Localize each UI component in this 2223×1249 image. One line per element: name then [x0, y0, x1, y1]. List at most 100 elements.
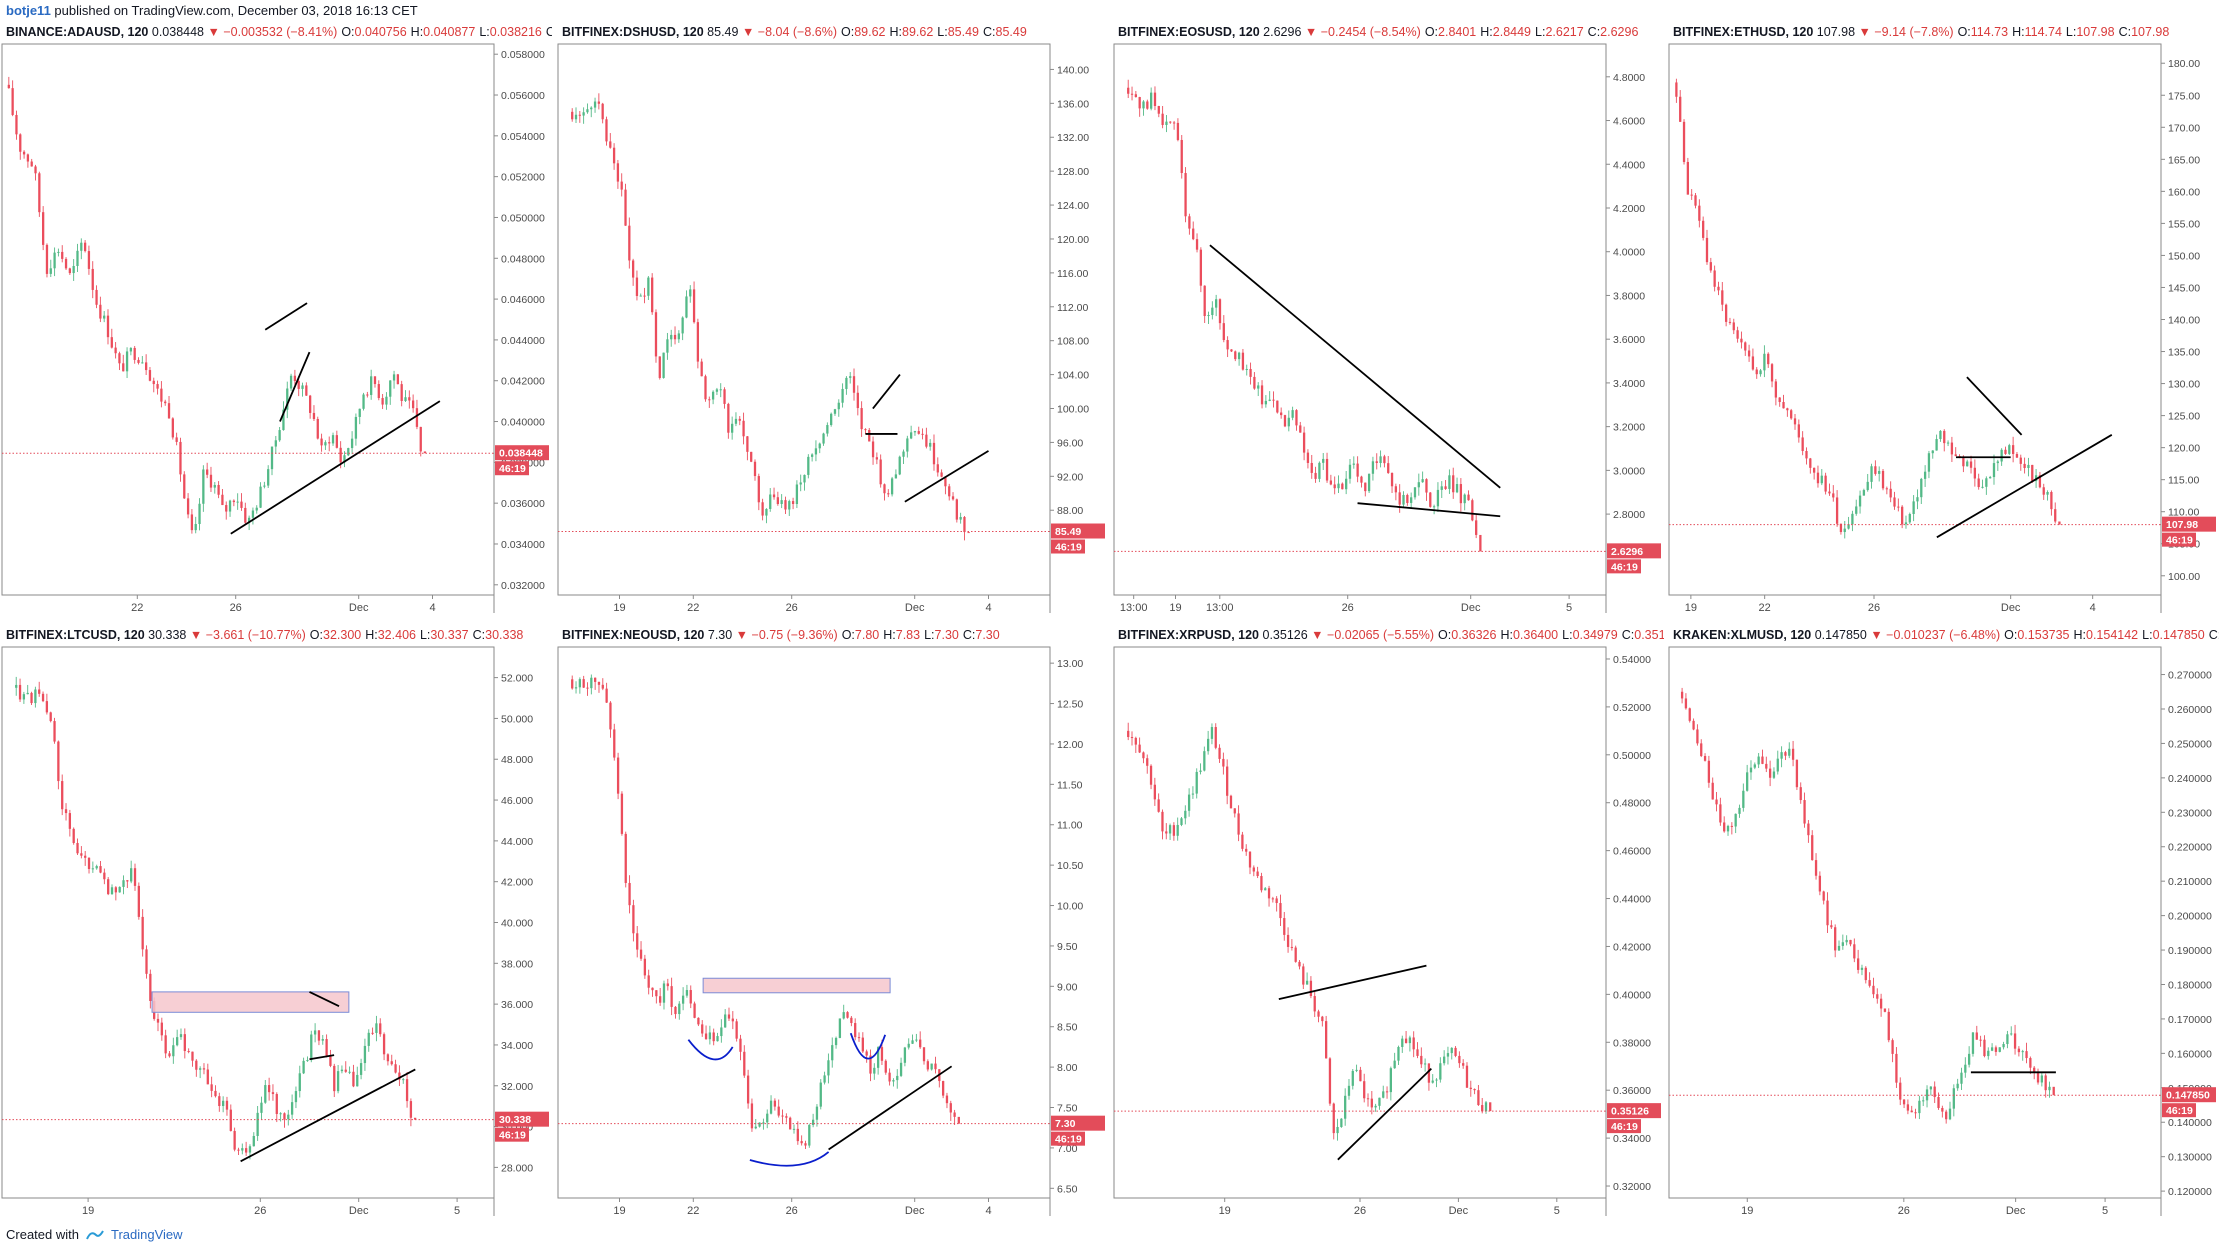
chart-panel-eosusd[interactable]: BITFINEX:EOSUSD, 120 2.6296 ▼ −0.2454 (−… [1112, 22, 1664, 617]
candle-body [114, 347, 117, 354]
candle-body [1317, 1011, 1320, 1017]
chart-panel-dshusd[interactable]: BITFINEX:DSHUSD, 120 85.49 ▼ −8.04 (−8.6… [556, 22, 1108, 617]
candle-body [400, 384, 403, 401]
down-arrow-icon: ▼ [1311, 628, 1328, 642]
candle-body [1237, 813, 1240, 835]
candle-body [605, 688, 608, 703]
price-chart[interactable]: 4.8000 4.6000 4.4000 4.2000 4.0000 3.8000 3.60… [1112, 42, 1664, 617]
candle-body [320, 438, 323, 446]
candle-body [2017, 1048, 2021, 1053]
trend-line [279, 351, 311, 422]
price-chart[interactable]: 52.000 50.000 48.000 46.000 44.000 42.000 40.0… [0, 645, 552, 1220]
candle-body [925, 434, 928, 447]
candle-body [1294, 947, 1297, 962]
candle-body [1830, 925, 1833, 928]
countdown-tag [1607, 1119, 1641, 1134]
candle-body [1322, 458, 1325, 463]
candle-body [1696, 729, 1699, 744]
candle-body [849, 376, 852, 378]
candle-body [1832, 493, 1835, 498]
candle-body [339, 447, 342, 463]
candle-body [30, 161, 33, 167]
y-tick-label: 0.046000 [501, 294, 545, 306]
candle-body [1922, 1100, 1925, 1102]
plot-frame [557, 646, 1051, 1199]
candle-body [356, 1074, 359, 1087]
y-tick-label: 0.36000 [1613, 1085, 1651, 1097]
candle-body [701, 1024, 704, 1034]
close-label: C: [962, 628, 976, 642]
candle-body [1740, 338, 1743, 343]
chart-panel-ethusd[interactable]: BITFINEX:ETHUSD, 120 107.98 ▼ −9.14 (−7.… [1667, 22, 2219, 617]
low-label: L: [479, 25, 490, 39]
candle-body [1161, 113, 1164, 125]
y-tick-label: 34.000 [501, 1040, 533, 1052]
chart-panel-ltcusd[interactable]: BITFINEX:LTCUSD, 120 30.338 ▼ −3.661 (−1… [0, 625, 552, 1220]
candle-body [1425, 479, 1428, 493]
candle-body [1767, 353, 1770, 365]
candle-body [350, 438, 354, 449]
price-chart[interactable]: 13.00 12.50 12.00 11.50 11.00 10.50 10.00 9.50 9… [556, 645, 1108, 1220]
tradingview-brand[interactable]: TradingView [110, 1227, 183, 1242]
y-tick-label: 92.00 [1057, 471, 1083, 483]
trend-line [240, 1068, 416, 1163]
candle-body [1786, 408, 1789, 411]
price-chart[interactable]: 140.00 136.00 132.00 128.00 124.00 120.00 116.… [556, 42, 1108, 617]
candle-body [1218, 747, 1221, 759]
candle-body [331, 435, 335, 444]
candle-body [940, 472, 943, 477]
open-label: O: [341, 25, 355, 39]
price-chart[interactable]: 0.270000 0.260000 0.250000 0.240000 0.230000… [1667, 645, 2219, 1220]
price-chart[interactable]: 0.54000 0.52000 0.50000 0.48000 0.46000 0.440… [1112, 645, 1664, 1220]
candle-body [415, 408, 419, 427]
candle-body [359, 1063, 363, 1075]
candle-body [348, 1071, 351, 1073]
candle-body [1795, 759, 1799, 788]
candle-body [963, 517, 966, 533]
candle-body [765, 508, 768, 516]
candle-body [260, 1102, 263, 1113]
y-tick-label: 0.040000 [501, 417, 545, 429]
candle-body [1765, 763, 1768, 769]
author-name[interactable]: botje11 [6, 3, 51, 18]
price-chart[interactable]: 180.00 175.00 170.00 165.00 160.00 155.00 150.… [1667, 42, 2219, 617]
chart-panel-xlmusd[interactable]: KRAKEN:XLMUSD, 120 0.147850 ▼ −0.010237 … [1667, 625, 2219, 1220]
countdown-label: 46:19 [1055, 542, 1082, 554]
candle-body [1473, 1088, 1476, 1091]
candle-body [38, 689, 41, 694]
candle-body [302, 1060, 305, 1074]
candle-body [1807, 823, 1810, 836]
y-tick-label: 11.50 [1057, 779, 1083, 791]
candle-body [1184, 173, 1187, 217]
candle-body [294, 1091, 298, 1103]
candle-body [26, 692, 29, 695]
chart-panel-neousd[interactable]: BITFINEX:NEOUSD, 120 7.30 ▼ −0.75 (−9.36… [556, 625, 1108, 1220]
high-value: 0.040877 [423, 25, 476, 39]
candle-body [854, 1023, 857, 1038]
candle-body [2004, 449, 2007, 454]
y-tick-label: 0.032000 [501, 580, 545, 592]
close-value: 107.98 [2131, 25, 2170, 39]
candle-body [1941, 1107, 1944, 1112]
chart-header: BITFINEX:EOSUSD, 120 2.6296 ▼ −0.2454 (−… [1118, 22, 1664, 42]
countdown-label: 46:19 [2166, 535, 2193, 547]
candle-body [1465, 1065, 1469, 1088]
candle-body [670, 986, 673, 1007]
candle-body [1851, 513, 1854, 525]
candle-body [1757, 756, 1760, 765]
y-tick-label: 0.190000 [2168, 945, 2212, 957]
chart-panel-xrpusd[interactable]: BITFINEX:XRPUSD, 120 0.35126 ▼ −0.02065 … [1112, 625, 1664, 1220]
candle-body [122, 363, 125, 372]
trend-line [1209, 244, 1501, 489]
y-tick-label: 0.46000 [1613, 846, 1651, 858]
candle-body [1298, 961, 1301, 967]
candle-body [1214, 727, 1217, 748]
candle-body [354, 416, 358, 439]
price-chart[interactable]: 0.058000 0.056000 0.054000 0.052000 0.050000… [0, 42, 552, 617]
candle-body [84, 855, 87, 858]
candle-body [719, 389, 722, 391]
y-tick-label: 0.240000 [2168, 773, 2212, 785]
candle-body [329, 1055, 332, 1066]
candle-body [2006, 1034, 2009, 1045]
chart-panel-adausd[interactable]: BINANCE:ADAUSD, 120 0.038448 ▼ −0.003532… [0, 22, 552, 617]
